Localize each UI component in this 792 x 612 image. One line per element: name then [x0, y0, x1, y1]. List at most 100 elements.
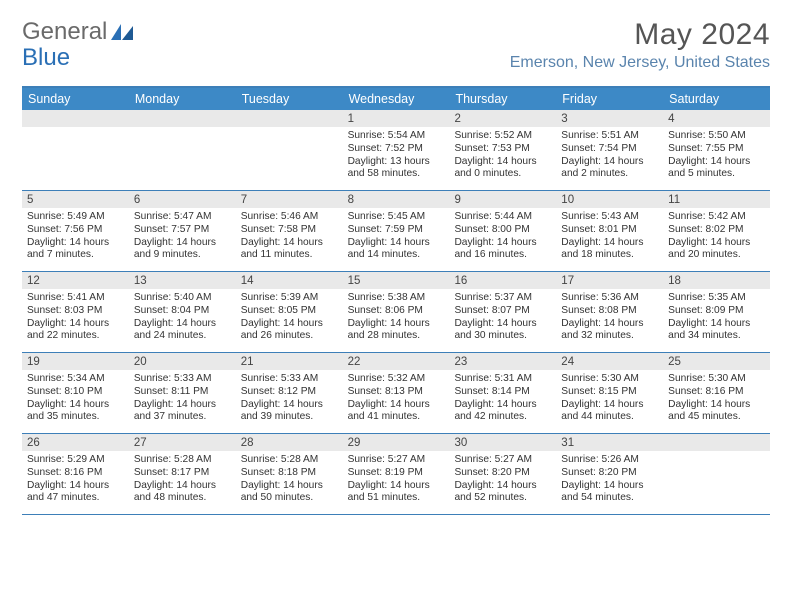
day-number: 3	[556, 110, 663, 127]
daylight-text: Daylight: 14 hours and 37 minutes.	[134, 399, 231, 425]
location-text: Emerson, New Jersey, United States	[510, 54, 770, 72]
sunrise-text: Sunrise: 5:27 AM	[348, 454, 445, 467]
sunset-text: Sunset: 7:54 PM	[561, 143, 658, 156]
day-body: Sunrise: 5:29 AMSunset: 8:16 PMDaylight:…	[22, 451, 129, 510]
day-body: Sunrise: 5:26 AMSunset: 8:20 PMDaylight:…	[556, 451, 663, 510]
sunrise-text: Sunrise: 5:51 AM	[561, 130, 658, 143]
daylight-text: Daylight: 14 hours and 18 minutes.	[561, 237, 658, 263]
day-number: 21	[236, 353, 343, 370]
day-cell: 6Sunrise: 5:47 AMSunset: 7:57 PMDaylight…	[129, 191, 236, 271]
day-cell: 30Sunrise: 5:27 AMSunset: 8:20 PMDayligh…	[449, 434, 556, 514]
day-body: Sunrise: 5:44 AMSunset: 8:00 PMDaylight:…	[449, 208, 556, 267]
sunrise-text: Sunrise: 5:28 AM	[241, 454, 338, 467]
sunset-text: Sunset: 7:58 PM	[241, 224, 338, 237]
day-body: Sunrise: 5:30 AMSunset: 8:16 PMDaylight:…	[663, 370, 770, 429]
week-row: 5Sunrise: 5:49 AMSunset: 7:56 PMDaylight…	[22, 191, 770, 272]
day-cell: 20Sunrise: 5:33 AMSunset: 8:11 PMDayligh…	[129, 353, 236, 433]
day-body: Sunrise: 5:32 AMSunset: 8:13 PMDaylight:…	[343, 370, 450, 429]
day-body: Sunrise: 5:35 AMSunset: 8:09 PMDaylight:…	[663, 289, 770, 348]
day-cell: 8Sunrise: 5:45 AMSunset: 7:59 PMDaylight…	[343, 191, 450, 271]
sunrise-text: Sunrise: 5:29 AM	[27, 454, 124, 467]
day-number: 27	[129, 434, 236, 451]
daylight-text: Daylight: 14 hours and 45 minutes.	[668, 399, 765, 425]
day-number: 16	[449, 272, 556, 289]
day-cell: 19Sunrise: 5:34 AMSunset: 8:10 PMDayligh…	[22, 353, 129, 433]
day-cell: 15Sunrise: 5:38 AMSunset: 8:06 PMDayligh…	[343, 272, 450, 352]
day-number: 29	[343, 434, 450, 451]
day-cell: 14Sunrise: 5:39 AMSunset: 8:05 PMDayligh…	[236, 272, 343, 352]
day-number	[22, 110, 129, 127]
sunrise-text: Sunrise: 5:30 AM	[561, 373, 658, 386]
day-cell: 26Sunrise: 5:29 AMSunset: 8:16 PMDayligh…	[22, 434, 129, 514]
day-header: Thursday	[449, 88, 556, 110]
sunrise-text: Sunrise: 5:33 AM	[241, 373, 338, 386]
day-cell	[236, 110, 343, 190]
day-cell	[129, 110, 236, 190]
day-number: 2	[449, 110, 556, 127]
daylight-text: Daylight: 14 hours and 47 minutes.	[27, 480, 124, 506]
sunrise-text: Sunrise: 5:30 AM	[668, 373, 765, 386]
sunset-text: Sunset: 8:16 PM	[27, 467, 124, 480]
day-number: 7	[236, 191, 343, 208]
day-body: Sunrise: 5:47 AMSunset: 7:57 PMDaylight:…	[129, 208, 236, 267]
daylight-text: Daylight: 14 hours and 28 minutes.	[348, 318, 445, 344]
day-number: 5	[22, 191, 129, 208]
sunset-text: Sunset: 8:09 PM	[668, 305, 765, 318]
day-cell: 17Sunrise: 5:36 AMSunset: 8:08 PMDayligh…	[556, 272, 663, 352]
daylight-text: Daylight: 14 hours and 11 minutes.	[241, 237, 338, 263]
daylight-text: Daylight: 14 hours and 39 minutes.	[241, 399, 338, 425]
day-number: 22	[343, 353, 450, 370]
sunrise-text: Sunrise: 5:40 AM	[134, 292, 231, 305]
sunrise-text: Sunrise: 5:31 AM	[454, 373, 551, 386]
daylight-text: Daylight: 14 hours and 0 minutes.	[454, 156, 551, 182]
sunrise-text: Sunrise: 5:43 AM	[561, 211, 658, 224]
day-body: Sunrise: 5:33 AMSunset: 8:12 PMDaylight:…	[236, 370, 343, 429]
day-body: Sunrise: 5:41 AMSunset: 8:03 PMDaylight:…	[22, 289, 129, 348]
sunset-text: Sunset: 7:56 PM	[27, 224, 124, 237]
sunset-text: Sunset: 8:19 PM	[348, 467, 445, 480]
sunset-text: Sunset: 8:00 PM	[454, 224, 551, 237]
sunrise-text: Sunrise: 5:35 AM	[668, 292, 765, 305]
day-header: Friday	[556, 88, 663, 110]
day-cell: 10Sunrise: 5:43 AMSunset: 8:01 PMDayligh…	[556, 191, 663, 271]
daylight-text: Daylight: 14 hours and 26 minutes.	[241, 318, 338, 344]
day-cell: 21Sunrise: 5:33 AMSunset: 8:12 PMDayligh…	[236, 353, 343, 433]
sunset-text: Sunset: 7:53 PM	[454, 143, 551, 156]
sunrise-text: Sunrise: 5:46 AM	[241, 211, 338, 224]
sunset-text: Sunset: 8:20 PM	[561, 467, 658, 480]
day-body: Sunrise: 5:27 AMSunset: 8:19 PMDaylight:…	[343, 451, 450, 510]
sunrise-text: Sunrise: 5:33 AM	[134, 373, 231, 386]
day-number: 15	[343, 272, 450, 289]
day-number: 26	[22, 434, 129, 451]
daylight-text: Daylight: 14 hours and 44 minutes.	[561, 399, 658, 425]
sunset-text: Sunset: 8:07 PM	[454, 305, 551, 318]
logo-sail-icon	[111, 24, 133, 40]
sunset-text: Sunset: 8:04 PM	[134, 305, 231, 318]
day-body: Sunrise: 5:31 AMSunset: 8:14 PMDaylight:…	[449, 370, 556, 429]
day-cell: 11Sunrise: 5:42 AMSunset: 8:02 PMDayligh…	[663, 191, 770, 271]
sunrise-text: Sunrise: 5:34 AM	[27, 373, 124, 386]
day-body: Sunrise: 5:43 AMSunset: 8:01 PMDaylight:…	[556, 208, 663, 267]
day-number: 20	[129, 353, 236, 370]
day-body: Sunrise: 5:46 AMSunset: 7:58 PMDaylight:…	[236, 208, 343, 267]
day-body: Sunrise: 5:40 AMSunset: 8:04 PMDaylight:…	[129, 289, 236, 348]
day-number	[236, 110, 343, 127]
daylight-text: Daylight: 14 hours and 34 minutes.	[668, 318, 765, 344]
daylight-text: Daylight: 14 hours and 7 minutes.	[27, 237, 124, 263]
day-number: 17	[556, 272, 663, 289]
logo-text-1: General	[22, 18, 107, 46]
daylight-text: Daylight: 14 hours and 51 minutes.	[348, 480, 445, 506]
day-cell: 3Sunrise: 5:51 AMSunset: 7:54 PMDaylight…	[556, 110, 663, 190]
day-cell: 5Sunrise: 5:49 AMSunset: 7:56 PMDaylight…	[22, 191, 129, 271]
day-body: Sunrise: 5:51 AMSunset: 7:54 PMDaylight:…	[556, 127, 663, 186]
week-row: 1Sunrise: 5:54 AMSunset: 7:52 PMDaylight…	[22, 110, 770, 191]
daylight-text: Daylight: 14 hours and 22 minutes.	[27, 318, 124, 344]
day-header: Monday	[129, 88, 236, 110]
daylight-text: Daylight: 14 hours and 50 minutes.	[241, 480, 338, 506]
day-body: Sunrise: 5:27 AMSunset: 8:20 PMDaylight:…	[449, 451, 556, 510]
sunset-text: Sunset: 8:08 PM	[561, 305, 658, 318]
week-row: 12Sunrise: 5:41 AMSunset: 8:03 PMDayligh…	[22, 272, 770, 353]
day-number: 18	[663, 272, 770, 289]
daylight-text: Daylight: 14 hours and 20 minutes.	[668, 237, 765, 263]
day-number: 23	[449, 353, 556, 370]
